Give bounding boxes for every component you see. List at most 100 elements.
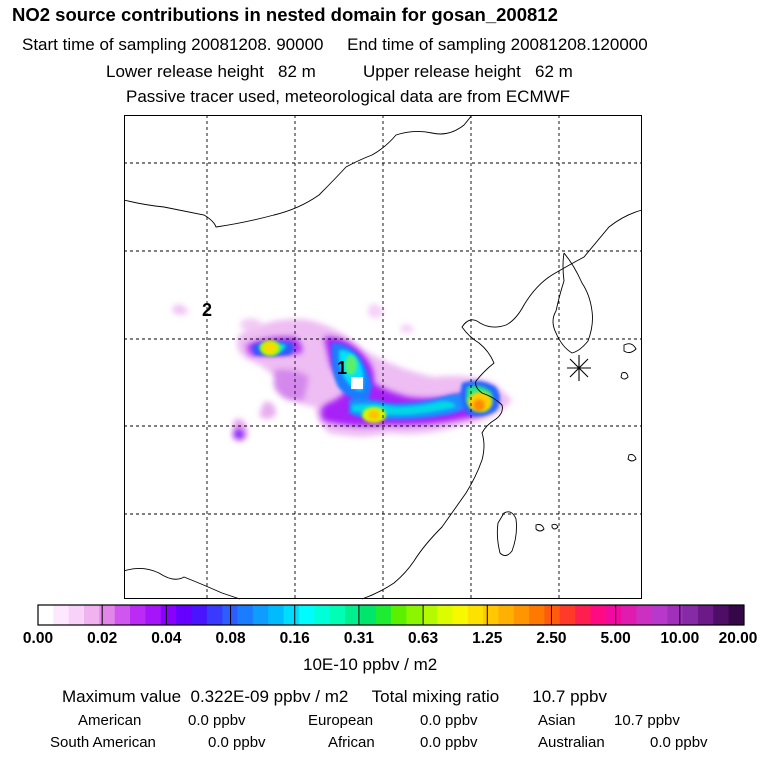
colorbar-swatch	[375, 605, 392, 625]
coastlines	[124, 115, 643, 600]
colorbar-swatch	[452, 605, 469, 625]
end-value: 20081208.120000	[510, 35, 648, 54]
sampling-times: Start time of sampling 20081208. 90000 E…	[22, 35, 648, 55]
start-label: Start time of sampling	[22, 35, 187, 54]
colorbar-swatch	[99, 605, 116, 625]
colorbar-tick-label: 0.63	[407, 630, 439, 647]
concentration-map: 1 2	[124, 115, 643, 600]
start-value: 20081208. 90000	[191, 35, 324, 54]
coastline-hainan-region	[535, 523, 559, 532]
colorbar-tick-label: 20.00	[718, 630, 758, 647]
colorbar-swatch	[529, 605, 545, 625]
lower-value: 82 m	[278, 62, 316, 81]
region-name: South American	[50, 734, 156, 751]
colorbar-swatch	[206, 605, 223, 625]
region-name: African	[328, 734, 375, 751]
colorbar-swatch	[406, 605, 423, 625]
lower-label: Lower release height	[106, 62, 264, 81]
region-name: European	[308, 712, 374, 729]
colorbar-unit: 10E-10 ppbv / m2	[303, 655, 438, 674]
grid-lines	[124, 115, 642, 599]
colorbar-swatch	[53, 605, 70, 625]
colorbar-swatch	[298, 605, 315, 625]
colorbar-frame	[37, 604, 745, 626]
colorbar	[37, 604, 745, 626]
colorbar-swatch	[713, 605, 730, 625]
region-value: 0.0 ppbv	[188, 712, 246, 729]
colorbar-swatch	[38, 605, 54, 625]
colorbar-swatch	[498, 605, 515, 625]
max-label: Maximum value	[62, 687, 182, 706]
colorbar-swatch	[176, 605, 192, 625]
region-value: 0.0 ppbv	[650, 734, 708, 751]
colorbar-tick-label: 2.50	[536, 630, 567, 647]
coastline-korea	[552, 252, 593, 354]
colorbar-swatch	[130, 605, 146, 625]
colorbar-swatch	[237, 605, 254, 625]
max-value: 0.322E-09 ppbv / m2	[190, 687, 349, 706]
colorbar-swatch	[728, 605, 745, 625]
colorbar-tick-label: 0.16	[279, 630, 310, 647]
source-label-2: 2	[202, 300, 212, 320]
tracer-note: Passive tracer used, meteorological data…	[126, 87, 571, 106]
colorbar-swatch	[697, 605, 714, 625]
source-label-1: 1	[337, 358, 347, 378]
coastline-bohai	[461, 209, 643, 394]
asterisk-icon	[567, 355, 591, 381]
colorbar-swatch	[651, 605, 668, 625]
colorbar-swatch	[559, 605, 576, 625]
colorbar-tick-label: 5.00	[600, 630, 631, 647]
colorbar-swatch	[68, 605, 85, 625]
colorbar-tick-label: 0.02	[87, 630, 118, 647]
colorbar-swatch	[252, 605, 269, 625]
region-name: Australian	[538, 734, 605, 751]
colorbar-swatch	[682, 605, 699, 625]
colorbar-swatch	[191, 605, 208, 625]
colorbar-swatch	[513, 605, 530, 625]
region-name: American	[78, 712, 142, 729]
colorbar-swatch	[145, 605, 162, 625]
colorbar-swatch	[467, 605, 484, 625]
colorbar-tick-labels: 0.00 0.02 0.04 0.08 0.16 0.31 0.63 1.25 2.50 5.00…	[0, 630, 768, 652]
map-frame	[124, 115, 642, 599]
colorbar-tick-label: 1.25	[472, 630, 503, 647]
colorbar-swatch	[222, 605, 238, 625]
coastline-taiwan	[496, 511, 517, 556]
colorbar-swatch	[84, 605, 100, 625]
colorbar-swatch	[344, 605, 361, 625]
colorbar-swatch	[544, 605, 561, 625]
colorbar-tick-label: 0.00	[22, 630, 54, 647]
total-label: Total mixing ratio	[371, 687, 500, 706]
end-label: End time of sampling	[347, 35, 506, 54]
colorbar-tick-label: 0.04	[151, 630, 182, 647]
colorbar-swatch	[360, 605, 377, 625]
release-heights: Lower release height 82 m Upper release …	[106, 62, 573, 82]
colorbar-swatch	[575, 605, 591, 625]
coastline-north-border	[124, 115, 473, 228]
colorbar-swatch	[636, 605, 653, 625]
region-value: 10.7 ppbv	[614, 712, 680, 729]
coastline-south	[124, 568, 241, 600]
colorbar-tick-label: 0.31	[343, 630, 374, 647]
colorbar-swatch	[421, 605, 438, 625]
colorbar-swatch	[437, 605, 453, 625]
region-name: Asian	[538, 712, 576, 729]
colorbar-swatch	[314, 605, 331, 625]
coastline-east	[361, 392, 503, 600]
colorbar-swatch	[391, 605, 407, 625]
coastline-japan-islands	[620, 343, 637, 462]
region-value: 0.0 ppbv	[420, 712, 478, 729]
upper-value: 62 m	[535, 62, 573, 81]
colorbar-swatch	[621, 605, 637, 625]
upper-label: Upper release height	[363, 62, 521, 81]
total-value: 10.7 ppbv	[532, 687, 607, 706]
plume	[172, 304, 512, 442]
colorbar-swatch	[329, 605, 346, 625]
colorbar-swatch	[114, 605, 131, 625]
region-value: 0.0 ppbv	[208, 734, 266, 751]
plot-title: NO2 source contributions in nested domai…	[12, 4, 558, 25]
colorbar-tick-label: 0.08	[215, 630, 246, 647]
colorbar-swatch	[160, 605, 177, 625]
colorbar-swatch	[483, 605, 499, 625]
region-value: 0.0 ppbv	[420, 734, 478, 751]
